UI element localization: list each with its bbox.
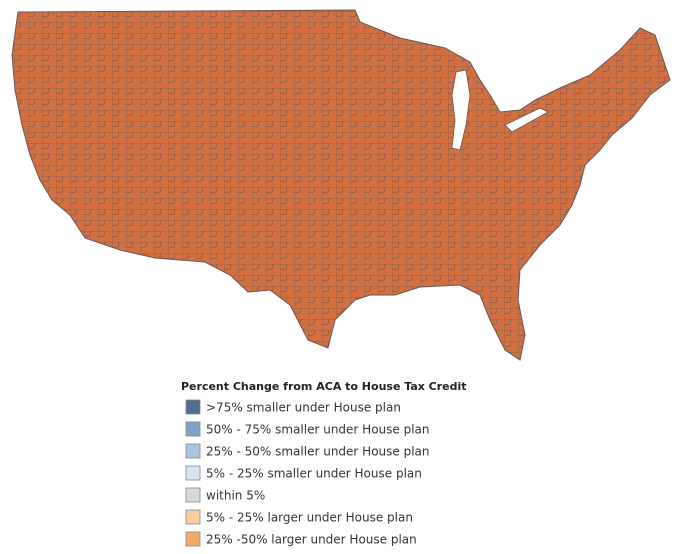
legend-swatch xyxy=(185,399,201,415)
legend-swatch xyxy=(185,443,201,459)
legend-label: within 5% xyxy=(206,489,265,503)
legend-label: 25% -50% larger under House plan xyxy=(206,533,417,547)
legend: >75% smaller under House plan 50% - 75% s… xyxy=(185,399,430,547)
legend-label: 25% - 50% smaller under House plan xyxy=(206,445,430,459)
legend-swatch xyxy=(185,465,201,481)
lake-erie xyxy=(504,107,549,133)
legend-swatch xyxy=(185,421,201,437)
legend-swatch xyxy=(185,509,201,525)
legend-swatch xyxy=(185,487,201,503)
legend-label: >75% smaller under House plan xyxy=(206,401,401,415)
us-counties xyxy=(11,9,671,361)
legend-label: 5% - 25% smaller under House plan xyxy=(206,467,422,481)
legend-swatch xyxy=(185,531,201,547)
legend-label: 50% - 75% smaller under House plan xyxy=(206,423,430,437)
lake-michigan xyxy=(451,69,471,151)
legend-label: 5% - 25% larger under House plan xyxy=(206,511,413,525)
legend-title: Percent Change from ACA to House Tax Cre… xyxy=(181,380,467,393)
